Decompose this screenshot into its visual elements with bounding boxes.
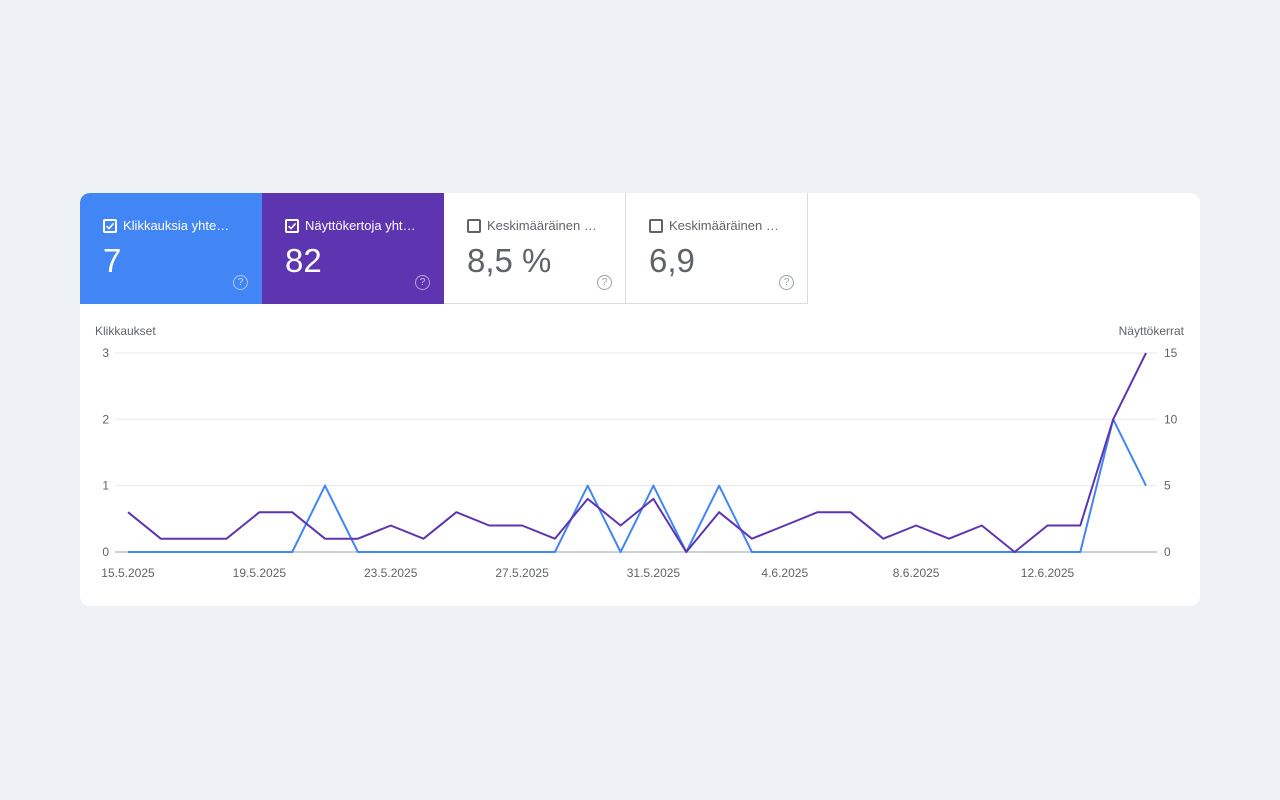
metric-value: 82 [285, 242, 322, 279]
metric-tile-impressions[interactable]: Näyttökertoja yhteensä 82 ? [262, 193, 444, 304]
x-tick-label: 12.6.2025 [1021, 566, 1075, 580]
checkbox-icon[interactable] [285, 218, 299, 233]
x-tick-label: 23.5.2025 [364, 566, 418, 580]
x-tick-label: 31.5.2025 [627, 566, 681, 580]
chart-svg: 0 1 2 3 0 5 10 15 Klikkaukset Näyttökerrat 15.5.20… [95, 324, 1185, 580]
y-left-tick-label: 3 [102, 346, 109, 360]
performance-chart: 0 1 2 3 0 5 10 15 Klikkaukset Näyttökerrat 15.5.20… [80, 304, 1200, 606]
metric-tile-header: Näyttökertoja yhteensä [285, 218, 417, 233]
metric-label: Keskimääräinen sijainti [669, 218, 781, 233]
help-icon[interactable]: ? [597, 275, 612, 290]
metric-label: Keskimääräinen klikkausprosentti [487, 218, 599, 233]
help-icon[interactable]: ? [415, 275, 430, 290]
metric-value: 7 [103, 242, 122, 279]
x-tick-label: 4.6.2025 [761, 566, 808, 580]
y-right-tick-label: 5 [1164, 479, 1171, 493]
metric-tile-position[interactable]: Keskimääräinen sijainti 6,9 ? [626, 193, 808, 304]
metric-tile-ctr[interactable]: Keskimääräinen klikkausprosentti 8,5 % ? [444, 193, 626, 304]
checkbox-icon[interactable] [103, 218, 117, 233]
series-line-clicks [128, 418, 1147, 553]
y-right-tick-label: 0 [1164, 545, 1171, 559]
metric-label: Klikkauksia yhteensä [123, 218, 235, 233]
metric-tiles: Klikkauksia yhteensä 7 ? Näyttökertoja y… [80, 193, 808, 304]
y-left-tick-label: 1 [102, 479, 109, 493]
y-left-axis-title: Klikkaukset [95, 324, 156, 338]
metric-tile-header: Keskimääräinen klikkausprosentti [467, 218, 599, 233]
metric-tile-header: Klikkauksia yhteensä [103, 218, 235, 233]
y-left-tick-label: 0 [102, 545, 109, 559]
performance-card: Klikkauksia yhteensä 7 ? Näyttökertoja y… [80, 193, 1200, 606]
metric-tile-clicks[interactable]: Klikkauksia yhteensä 7 ? [80, 193, 262, 304]
checkbox-icon[interactable] [649, 218, 663, 233]
help-icon[interactable]: ? [233, 275, 248, 290]
checkbox-icon[interactable] [467, 218, 481, 233]
y-right-tick-label: 10 [1164, 412, 1178, 426]
x-tick-label: 15.5.2025 [101, 566, 155, 580]
x-tick-label: 19.5.2025 [233, 566, 287, 580]
help-icon[interactable]: ? [779, 275, 794, 290]
metric-label: Näyttökertoja yhteensä [305, 218, 417, 233]
series-line-impressions [127, 352, 1147, 553]
y-left-tick-label: 2 [102, 412, 109, 426]
x-tick-label: 27.5.2025 [495, 566, 549, 580]
metric-value: 8,5 % [467, 242, 552, 279]
y-right-axis-title: Näyttökerrat [1119, 324, 1185, 338]
metric-tile-header: Keskimääräinen sijainti [649, 218, 781, 233]
x-tick-label: 8.6.2025 [893, 566, 940, 580]
metric-value: 6,9 [649, 242, 695, 279]
y-right-tick-label: 15 [1164, 346, 1178, 360]
